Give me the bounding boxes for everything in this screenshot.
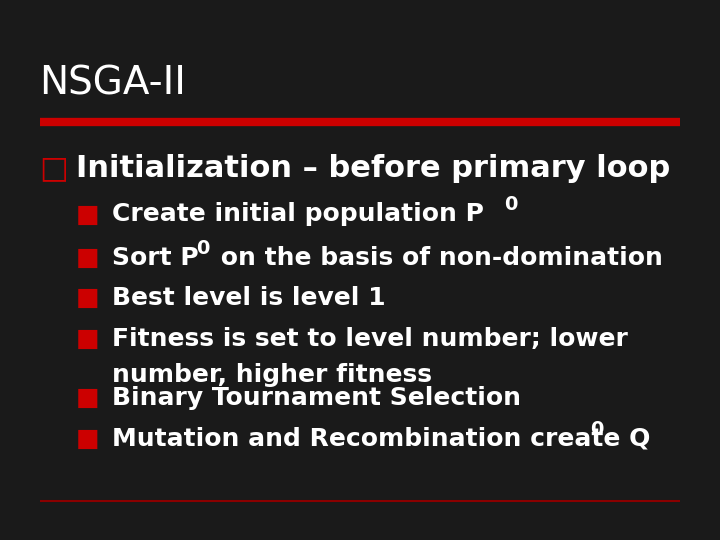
Text: ■: ■	[76, 286, 99, 310]
Text: □: □	[40, 154, 68, 183]
Text: ■: ■	[76, 246, 99, 269]
Text: ■: ■	[76, 202, 99, 226]
Text: 0: 0	[590, 420, 604, 438]
Text: on the basis of non-domination: on the basis of non-domination	[212, 246, 663, 269]
Text: ■: ■	[76, 427, 99, 450]
Text: ■: ■	[76, 327, 99, 350]
Text: 0: 0	[504, 195, 518, 214]
Text: Sort P: Sort P	[112, 246, 198, 269]
Text: Mutation and Recombination create Q: Mutation and Recombination create Q	[112, 427, 650, 450]
Text: number, higher fitness: number, higher fitness	[112, 363, 431, 387]
Text: Initialization – before primary loop: Initialization – before primary loop	[76, 154, 670, 183]
Text: ■: ■	[76, 386, 99, 410]
Text: Binary Tournament Selection: Binary Tournament Selection	[112, 386, 521, 410]
Text: NSGA-II: NSGA-II	[40, 65, 186, 103]
Text: Best level is level 1: Best level is level 1	[112, 286, 385, 310]
Text: 0: 0	[197, 239, 210, 258]
Text: Fitness is set to level number; lower: Fitness is set to level number; lower	[112, 327, 627, 350]
Text: Create initial population P: Create initial population P	[112, 202, 483, 226]
